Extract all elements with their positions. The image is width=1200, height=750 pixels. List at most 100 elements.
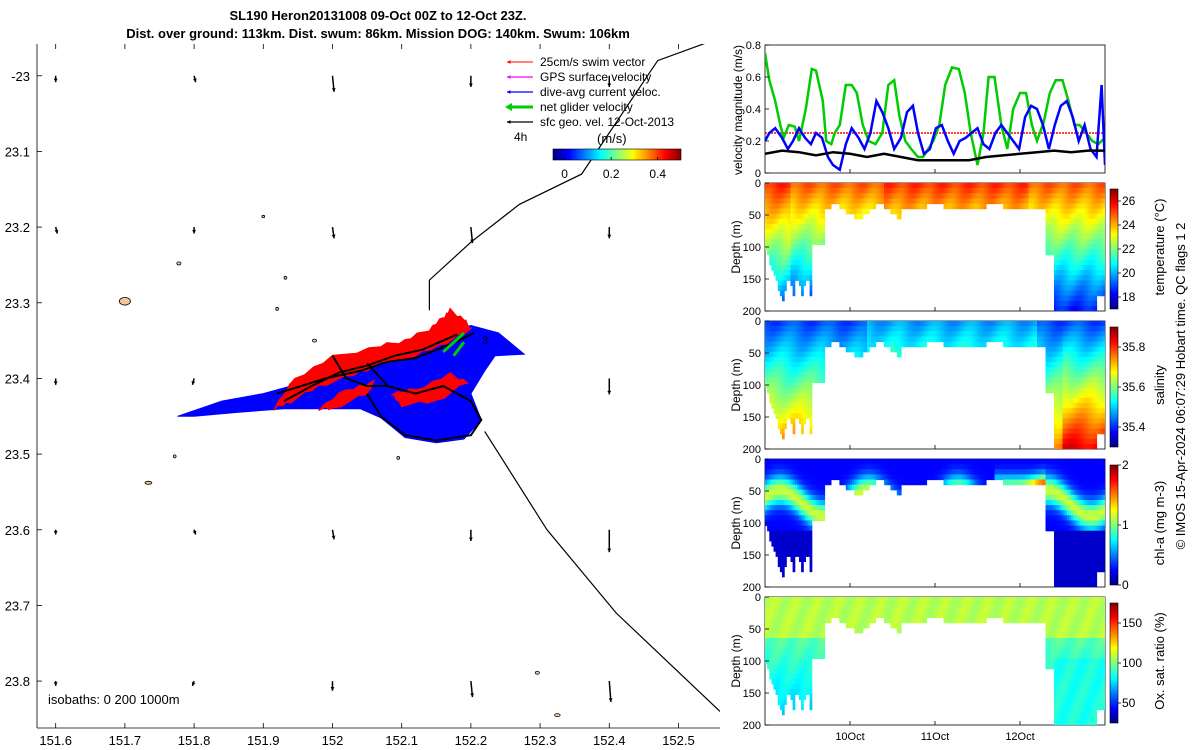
section-cell — [854, 326, 857, 332]
section-cell — [765, 510, 768, 516]
section-colorbar-label: temperature (°C) — [1152, 199, 1167, 296]
section-cell — [794, 530, 798, 537]
section-cell — [801, 218, 804, 225]
section-cell — [1064, 505, 1068, 511]
section-cell — [1068, 259, 1072, 266]
section-cell — [898, 341, 902, 348]
section-cell — [1056, 464, 1059, 470]
section-cell — [1081, 535, 1085, 542]
section-cell — [805, 392, 809, 399]
section-cell — [1085, 336, 1089, 343]
section-cell — [1096, 183, 1100, 189]
section-cell — [898, 198, 902, 205]
section-cell — [903, 464, 906, 470]
section-cell — [1062, 469, 1066, 475]
section-cell — [1039, 198, 1042, 205]
section-cell — [790, 402, 794, 409]
section-cell — [1083, 356, 1087, 363]
section-cell — [765, 336, 768, 343]
section-cell — [1060, 387, 1064, 394]
section-cell — [943, 479, 947, 486]
section-cell — [779, 525, 783, 532]
section-cell — [777, 505, 781, 511]
section-cell — [1075, 275, 1078, 281]
section-cell — [918, 188, 921, 194]
section-cell — [1075, 346, 1078, 353]
section-cell — [858, 188, 862, 194]
section-cell — [1073, 581, 1076, 587]
section-cell — [809, 244, 813, 251]
section-cell — [1011, 464, 1015, 470]
section-cell — [1098, 229, 1102, 235]
section-cell — [926, 336, 930, 343]
section-cell — [1045, 249, 1049, 256]
section-cell — [986, 464, 989, 470]
section-cell — [794, 331, 798, 337]
section-cell — [1005, 193, 1008, 199]
section-cell — [892, 479, 896, 486]
section-cell — [1075, 362, 1078, 368]
section-cell — [822, 198, 826, 205]
section-cell — [773, 224, 777, 230]
section-cell — [873, 193, 877, 199]
section-cell — [782, 275, 785, 281]
section-cell — [845, 474, 849, 481]
velocity-series-line — [765, 84, 1105, 172]
section-cell — [1102, 285, 1105, 292]
section-cell — [1007, 331, 1010, 337]
section-cell — [1045, 346, 1049, 353]
section-cell — [784, 525, 787, 532]
section-cell — [947, 479, 951, 486]
glider-track-segment — [366, 362, 483, 442]
section-cell — [1054, 571, 1057, 578]
section-cell — [782, 229, 785, 235]
section-cell — [775, 520, 779, 527]
section-cell — [979, 459, 983, 465]
section-cell — [818, 198, 821, 205]
section-cell — [790, 218, 794, 225]
section-cell — [792, 362, 796, 368]
section-cell — [790, 525, 794, 532]
section-cell — [975, 326, 979, 332]
section-cell — [898, 489, 902, 496]
section-cell — [1079, 264, 1083, 271]
section-cell — [1081, 402, 1085, 409]
section-cell — [954, 336, 957, 343]
section-cell — [767, 249, 770, 256]
section-cell — [871, 459, 874, 465]
section-cell — [964, 321, 968, 327]
section-cell — [911, 341, 915, 348]
section-cell — [788, 546, 792, 552]
section-cell — [792, 280, 796, 286]
section-cell — [1068, 341, 1072, 348]
section-cell — [992, 198, 996, 205]
section-cell — [962, 336, 966, 343]
section-cell — [769, 193, 772, 199]
section-cell — [949, 188, 953, 194]
section-cell — [1079, 484, 1083, 491]
section-cell — [816, 484, 819, 491]
section-cell — [1013, 459, 1017, 465]
section-cell — [1066, 351, 1070, 358]
section-cell — [1064, 193, 1068, 199]
section-cell — [788, 259, 792, 266]
section-cell — [1085, 464, 1089, 470]
section-cell — [896, 183, 900, 189]
section-cell — [952, 193, 955, 199]
section-cell — [920, 193, 923, 199]
section-cell — [1073, 362, 1076, 368]
section-cell — [1083, 188, 1087, 194]
section-cell — [1081, 275, 1085, 281]
section-cell — [820, 341, 823, 348]
section-cell — [1017, 341, 1021, 348]
section-cell — [915, 464, 919, 470]
section-cell — [850, 484, 853, 491]
section-cell — [807, 525, 811, 532]
section-cell — [1096, 198, 1100, 205]
section-cell — [937, 474, 940, 481]
section-cell — [1083, 500, 1087, 506]
section-cell — [1077, 571, 1081, 578]
section-cell — [909, 474, 913, 481]
section-cell — [1062, 489, 1066, 496]
section-cell — [871, 321, 874, 327]
